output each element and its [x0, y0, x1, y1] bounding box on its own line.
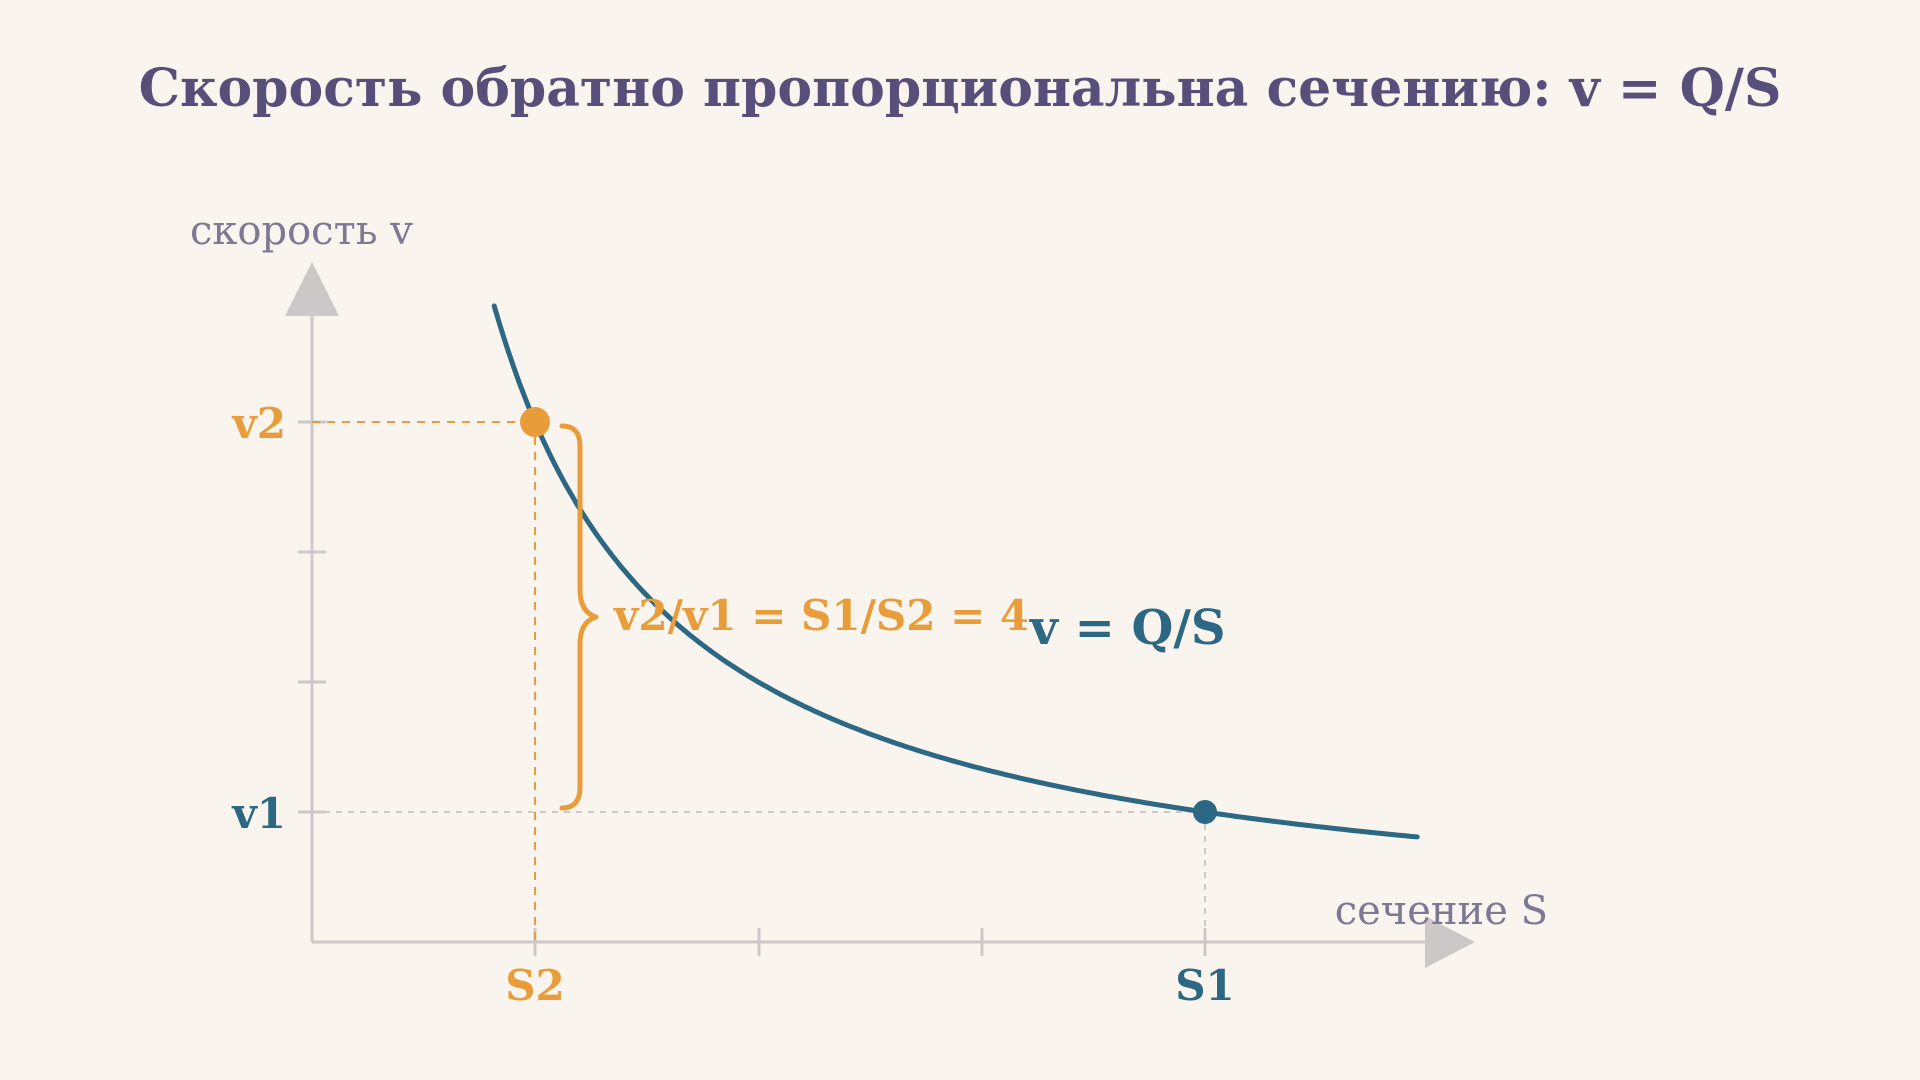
y-tick-label-v1: v1: [231, 789, 286, 838]
ratio-brace: [559, 423, 599, 811]
x-axis-label: сечение S: [1335, 888, 1548, 934]
curve-formula-label: v = Q/S: [1029, 600, 1226, 656]
point-s2-v2: [520, 407, 550, 437]
point-s1-v1: [1193, 800, 1217, 824]
x-tick-label-s1: S1: [1175, 961, 1235, 1010]
ratio-label: v2/v1 = S1/S2 = 4: [613, 591, 1029, 640]
y-axis-label: скорость v: [190, 208, 413, 254]
page-title: Скорость обратно пропорциональна сечению…: [138, 58, 1782, 119]
y-axis-arrow: [285, 262, 339, 316]
inverse-curve: [491, 303, 1420, 840]
x-axis-arrow: [1425, 916, 1475, 968]
y-tick-label-v2: v2: [231, 399, 286, 448]
x-tick-label-s2: S2: [505, 961, 565, 1010]
